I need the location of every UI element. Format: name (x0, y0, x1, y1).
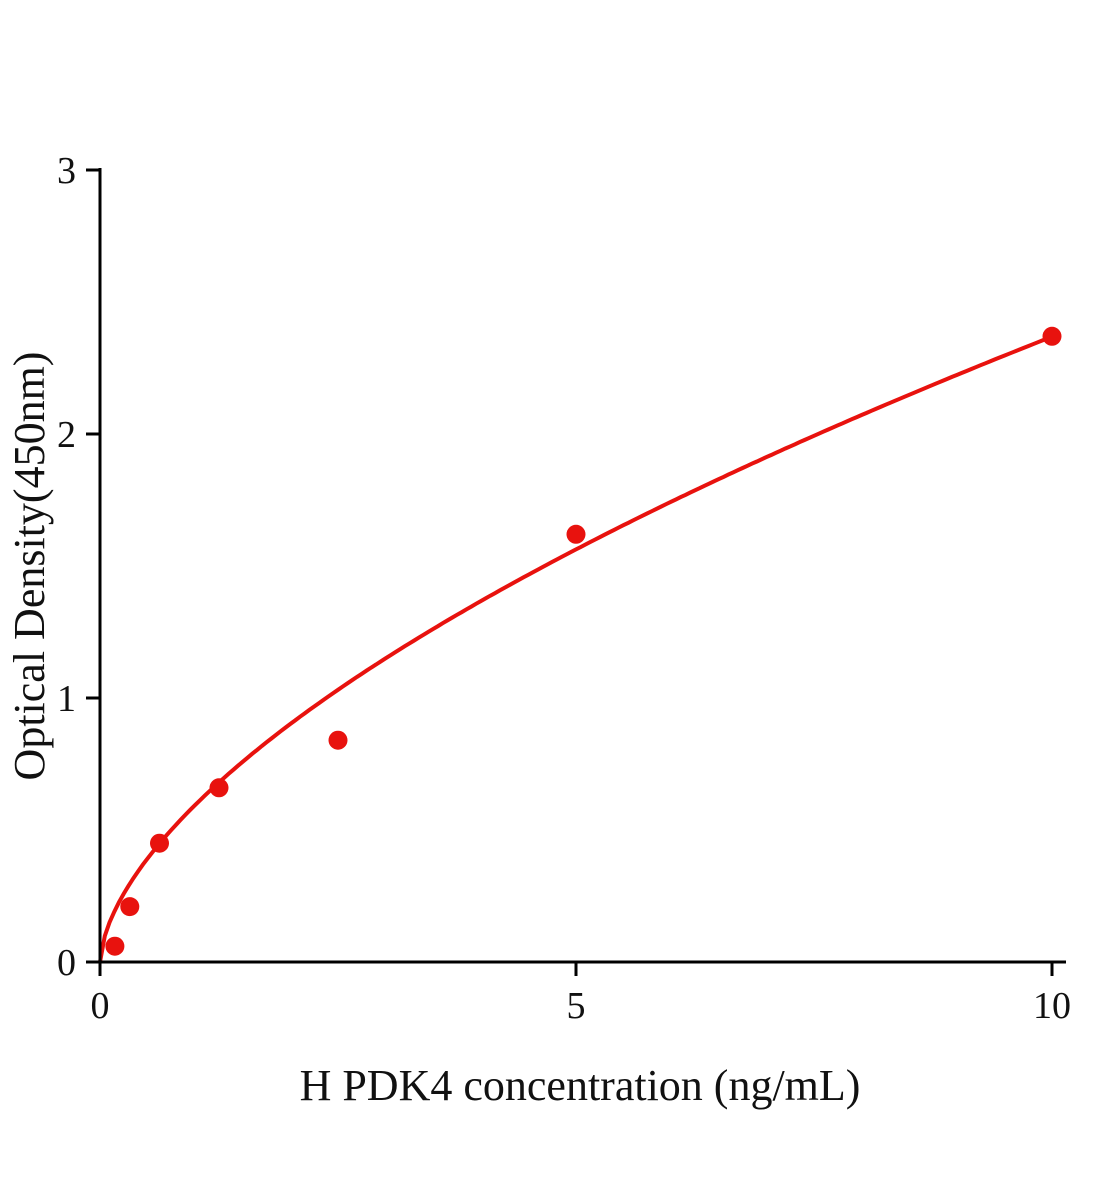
y-tick-label: 2 (57, 414, 76, 456)
data-point (105, 936, 125, 956)
data-point (328, 730, 348, 750)
data-point (150, 833, 169, 853)
x-tick-label: 5 (567, 985, 586, 1027)
y-tick-label: 1 (57, 678, 76, 720)
x-tick-label: 10 (1033, 985, 1071, 1027)
data-point (209, 778, 229, 798)
x-axis-label: H PDK4 concentration (ng/mL) (300, 1061, 861, 1110)
data-point (566, 524, 586, 544)
data-point (120, 897, 140, 917)
x-tick-label: 0 (91, 985, 110, 1027)
y-axis-label: Optical Density(450nm) (5, 352, 54, 781)
data-point (1042, 326, 1062, 346)
plot-layer: 0 5 10 0 1 2 3 (57, 150, 1071, 1027)
fit-curve (98, 334, 1054, 964)
y-tick-label: 0 (57, 942, 76, 984)
y-tick-label: 3 (57, 150, 76, 192)
